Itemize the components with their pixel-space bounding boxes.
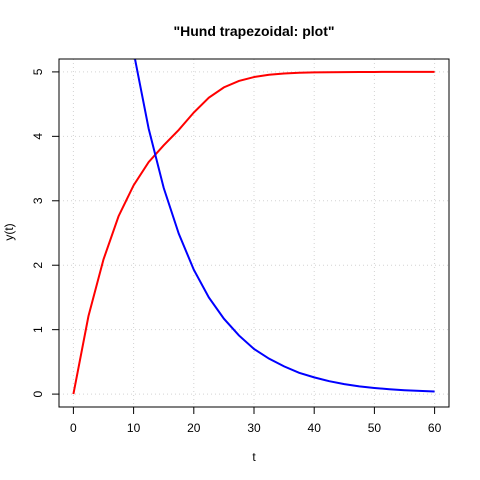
x-tick-label: 30 — [247, 421, 261, 435]
y-axis: 0 1 2 3 4 5 — [31, 68, 59, 397]
x-tick-label: 20 — [187, 421, 201, 435]
x-axis-label: t — [252, 450, 256, 464]
series-line-1 — [72, 70, 435, 395]
x-tick-label: 60 — [428, 421, 442, 435]
x-axis: 0 10 20 30 40 50 60 — [70, 407, 442, 435]
chart-title: "Hund trapezoidal: plot" — [173, 23, 334, 39]
x-tick-label: 0 — [70, 421, 77, 435]
y-axis-label: y(t) — [2, 223, 16, 240]
x-tick-label: 40 — [308, 421, 322, 435]
y-tick-label: 2 — [31, 262, 45, 269]
y-tick-label: 4 — [31, 133, 45, 140]
grid — [59, 59, 449, 407]
y-tick-label: 3 — [31, 197, 45, 204]
x-tick-label: 10 — [127, 421, 141, 435]
series-line-2 — [133, 59, 435, 393]
y-tick-label: 1 — [31, 326, 45, 333]
y-tick-label: 5 — [31, 68, 45, 75]
series-layer — [72, 59, 435, 395]
y-tick-label: 0 — [31, 390, 45, 397]
x-tick-label: 50 — [368, 421, 382, 435]
